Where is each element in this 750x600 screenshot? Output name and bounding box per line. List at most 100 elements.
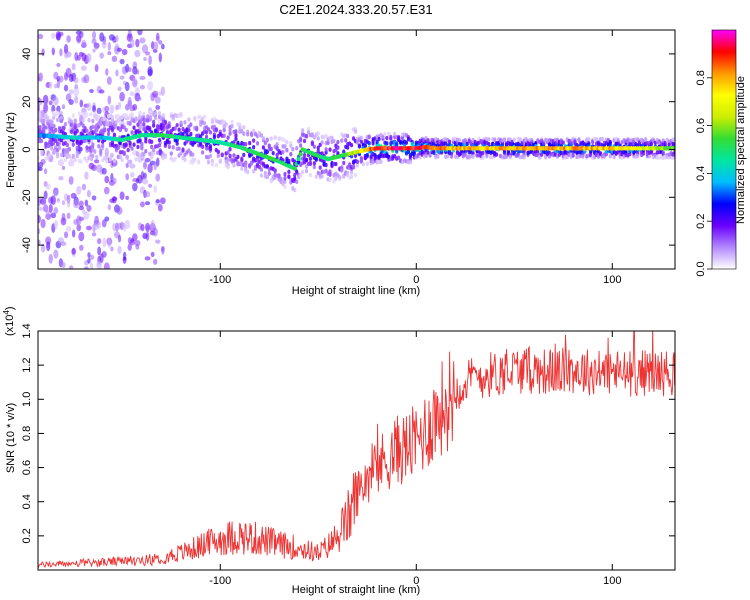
noise-cell	[161, 247, 165, 255]
heatmap-cell	[128, 121, 132, 126]
heatmap-cell	[85, 145, 89, 150]
noise-cell	[63, 84, 69, 92]
heatmap-cell	[344, 138, 348, 143]
heatmap-cell	[326, 140, 330, 146]
ridge-cell	[298, 152, 303, 157]
heatmap-cell	[197, 159, 201, 165]
heatmap-cell	[85, 112, 89, 117]
heatmap-cell	[110, 118, 115, 123]
noise-cell	[66, 198, 71, 208]
heatmap-cell	[189, 122, 193, 127]
noise-cell	[125, 195, 129, 200]
heatmap-cell	[73, 157, 77, 163]
heatmap-cell	[304, 133, 309, 139]
heatmap-cell	[293, 176, 297, 181]
heatmap-cell	[175, 141, 179, 146]
heatmap-cell	[50, 142, 54, 147]
heatmap-cell	[647, 153, 652, 159]
noise-cell	[104, 105, 110, 113]
heatmap-cell	[124, 127, 128, 133]
noise-cell	[155, 173, 161, 182]
heatmap-cell	[146, 118, 150, 123]
heatmap-cell	[261, 145, 265, 150]
heatmap-cell	[79, 159, 83, 164]
noise-cell	[119, 191, 125, 200]
heatmap-cell	[75, 128, 79, 134]
heatmap-cell	[324, 133, 328, 139]
heatmap-cell	[157, 137, 162, 143]
heatmap-cell	[663, 140, 667, 146]
heatmap-cell	[199, 141, 203, 147]
colorbar-gradient	[712, 30, 736, 269]
x-tick-label: -100	[209, 575, 231, 587]
heatmap-cell	[259, 173, 264, 178]
heatmap-cell	[244, 142, 248, 147]
heatmap-cell	[355, 162, 360, 168]
heatmap-cell	[210, 158, 215, 164]
heatmap-cell	[581, 154, 585, 159]
heatmap-cell	[275, 142, 279, 147]
heatmap-cell	[273, 135, 277, 140]
noise-cell	[51, 32, 56, 39]
noise-cell	[84, 171, 89, 180]
noise-cell	[74, 95, 79, 104]
heatmap-cell	[105, 152, 109, 157]
noise-cell	[127, 100, 133, 107]
heatmap-cell	[259, 133, 264, 138]
heatmap-cell	[91, 118, 95, 124]
noise-cell	[134, 49, 141, 58]
heatmap-cell	[179, 113, 183, 118]
heatmap-cell	[228, 153, 232, 159]
heatmap-cell	[110, 114, 115, 120]
heatmap-cell	[48, 152, 52, 158]
spectrogram-y-label: Frequency (Hz)	[5, 112, 17, 188]
heatmap-cell	[91, 153, 95, 159]
noise-cell	[107, 238, 112, 248]
heatmap-cell	[138, 110, 142, 116]
noise-cell	[129, 91, 136, 97]
noise-cell	[89, 88, 94, 94]
heatmap-cell	[232, 163, 236, 168]
noise-cell	[144, 201, 151, 206]
heatmap-cell	[487, 141, 491, 147]
heatmap-cell	[324, 147, 328, 152]
noise-cell	[73, 86, 80, 97]
heatmap-cell	[502, 137, 507, 142]
heatmap-cell	[265, 174, 269, 180]
noise-cell	[79, 244, 84, 251]
heatmap-cell	[171, 145, 175, 150]
noise-cell	[38, 33, 44, 40]
noise-cell	[68, 159, 75, 167]
noise-cell	[139, 37, 146, 44]
heatmap-cell	[487, 137, 491, 142]
noise-cell	[152, 90, 159, 98]
heatmap-cell	[152, 123, 156, 128]
heatmap-cell	[493, 137, 497, 142]
heatmap-cell	[97, 143, 101, 149]
heatmap-cell	[44, 141, 48, 146]
heatmap-cell	[471, 151, 475, 156]
noise-cell	[119, 75, 125, 80]
heatmap-cell	[285, 148, 289, 153]
heatmap-cell	[138, 114, 142, 119]
heatmap-cell	[59, 152, 64, 158]
noise-cell	[89, 262, 94, 269]
heatmap-cell	[116, 145, 120, 150]
heatmap-cell	[428, 153, 432, 158]
noise-cell	[63, 43, 69, 54]
noise-cell	[66, 212, 71, 219]
heatmap-cell	[312, 144, 316, 150]
noise-cell	[38, 138, 44, 144]
heatmap-cell	[152, 147, 156, 153]
noise-cell	[92, 48, 96, 53]
heatmap-cell	[173, 126, 177, 131]
noise-cell	[139, 75, 146, 80]
heatmap-cell	[95, 128, 99, 133]
noise-cell	[140, 201, 145, 208]
noise-cell	[143, 172, 147, 180]
noise-cell	[109, 152, 114, 159]
heatmap-cell	[518, 137, 522, 142]
heatmap-cell	[291, 147, 295, 152]
noise-cell	[38, 227, 41, 235]
heatmap-cell	[236, 140, 240, 145]
